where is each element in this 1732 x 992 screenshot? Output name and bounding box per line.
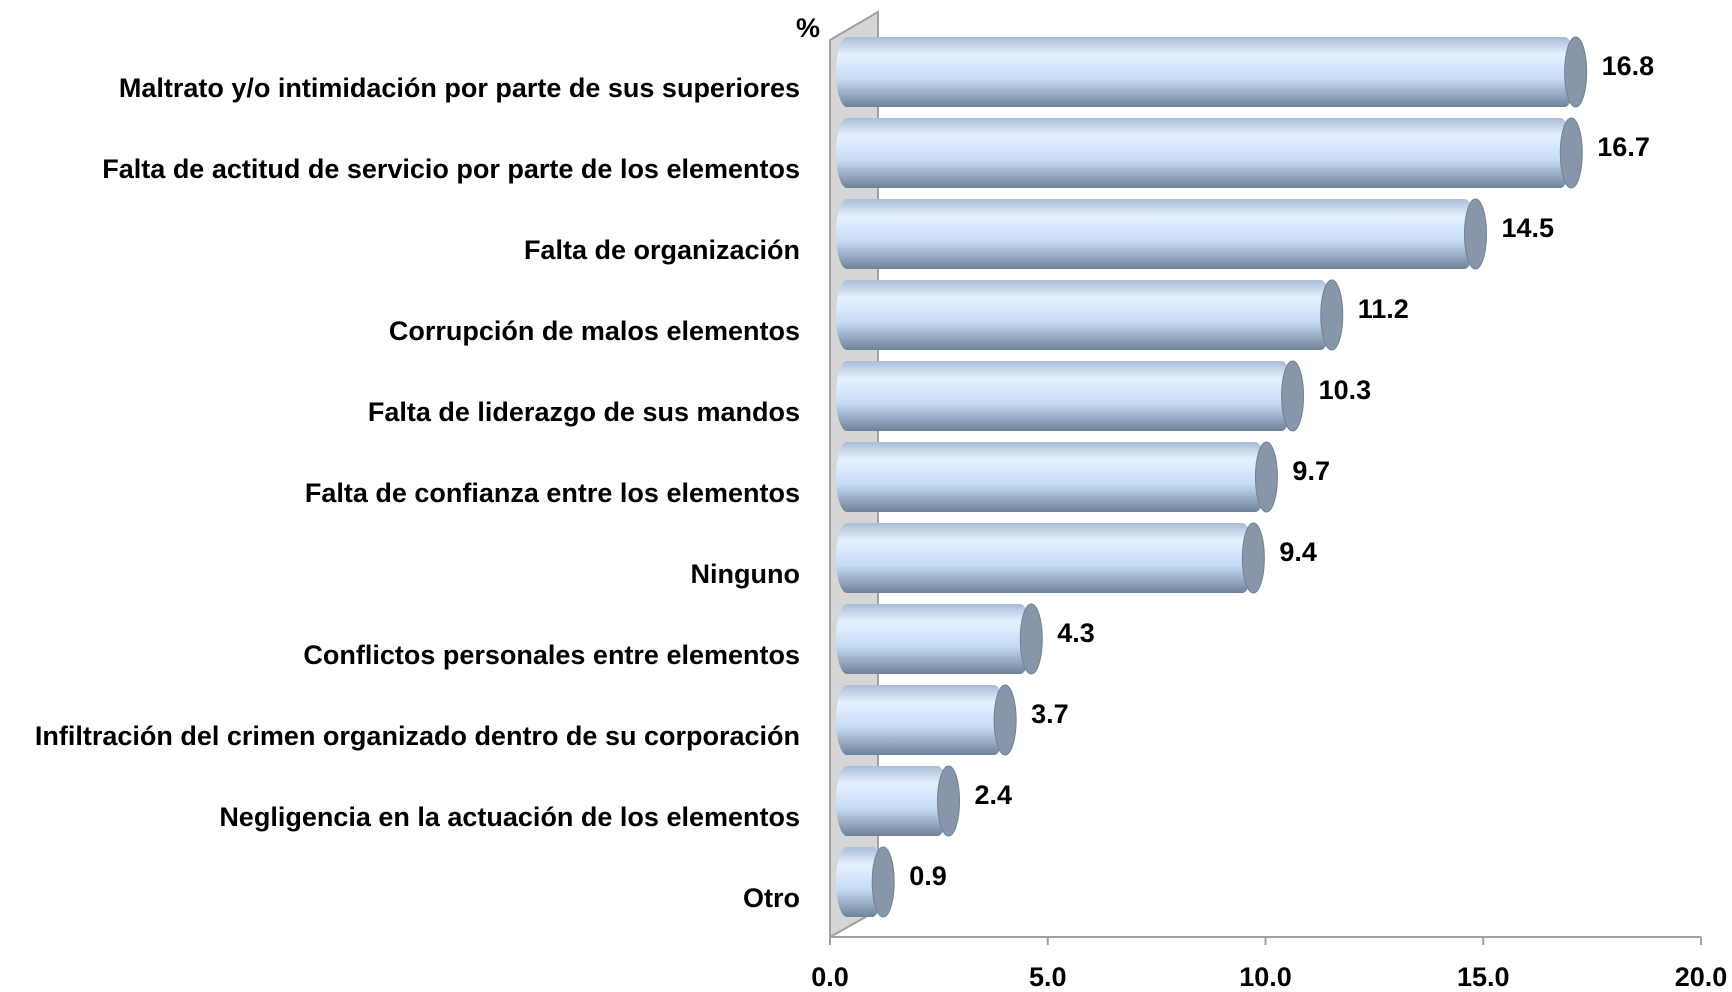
bar [836,604,1032,674]
y-tick-label: Ninguno [691,559,800,589]
bar-cap [1559,117,1583,189]
bar [836,37,1576,107]
bar-cap [1564,36,1588,108]
bar-cap [1463,198,1487,270]
value-label: 2.4 [975,780,1013,810]
x-tick-label: 15.0 [1457,962,1510,992]
value-label: 4.3 [1057,618,1095,648]
bar-cap [1320,279,1344,351]
y-tick-label: Conflictos personales entre elementos [303,640,800,670]
x-tick-label: 10.0 [1239,962,1292,992]
y-tick-label: Negligencia en la actuación de los eleme… [219,802,800,832]
value-label: 10.3 [1319,375,1372,405]
y-tick-label: Corrupción de malos elementos [389,316,800,346]
bar-cap [993,684,1017,756]
x-tick-label: 0.0 [811,962,849,992]
bar [836,685,1006,755]
y-tick-label: Maltrato y/o intimidación por parte de s… [119,73,800,103]
bar [836,523,1254,593]
bar-cap [1254,441,1278,513]
bar-cap [1281,360,1305,432]
bar [836,766,949,836]
bar [836,361,1293,431]
axis-label: % [796,13,820,43]
bar [836,280,1332,350]
y-tick-label: Infiltración del crimen organizado dentr… [35,721,800,751]
value-label: 14.5 [1501,213,1554,243]
bar-cap [871,846,895,918]
value-label: 9.4 [1279,537,1317,567]
bar [836,847,884,917]
bar-cap [1241,522,1265,594]
value-label: 0.9 [909,861,947,891]
y-tick-label: Falta de actitud de servicio por parte d… [102,154,800,184]
bar-cap [937,765,961,837]
value-label: 9.7 [1292,456,1330,486]
bar [836,199,1476,269]
bar [836,118,1572,188]
y-tick-label: Otro [743,883,800,913]
y-tick-label: Falta de liderazgo de sus mandos [368,397,800,427]
x-tick-label: 5.0 [1029,962,1067,992]
bar-cap [1019,603,1043,675]
y-tick-label: Falta de confianza entre los elementos [305,478,800,508]
value-label: 16.7 [1597,132,1650,162]
value-label: 3.7 [1031,699,1069,729]
bar [836,442,1267,512]
value-label: 16.8 [1602,51,1655,81]
value-label: 11.2 [1358,294,1409,324]
y-tick-label: Falta de organización [524,235,800,265]
x-tick-label: 20.0 [1675,962,1728,992]
